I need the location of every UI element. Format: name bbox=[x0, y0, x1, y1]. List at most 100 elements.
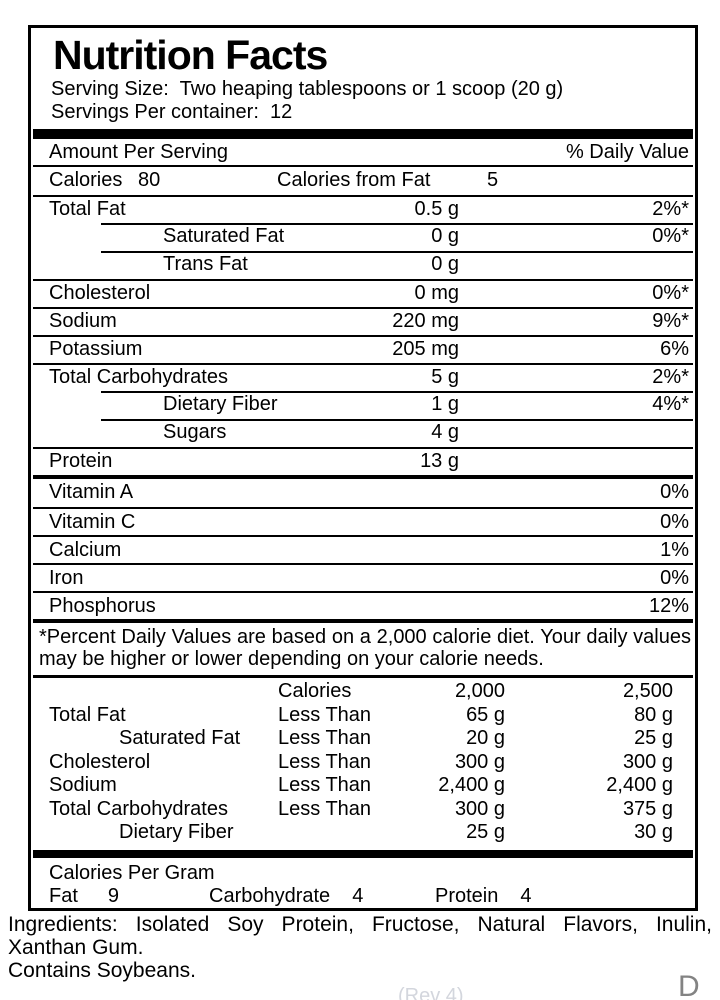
nutrient-dv: 9%* bbox=[652, 310, 689, 332]
nutrient-name: Total Fat bbox=[49, 198, 126, 220]
reference-values-table: Calories 2,000 2,500 Total Fat Less Than… bbox=[33, 678, 693, 847]
servings-per-container-line: Servings Per container: 12 bbox=[33, 101, 693, 124]
cpg-carbohydrate-label: Carbohydrate bbox=[209, 884, 331, 907]
calories-per-gram-section: Calories Per Gram Fat 9 Carbohydrate 4 Pro… bbox=[33, 858, 693, 908]
micronutrient-row-vitamin-c: Vitamin C 0% bbox=[33, 507, 693, 535]
micronutrient-dv: 1% bbox=[660, 539, 689, 561]
micronutrient-row-vitamin-a: Vitamin A 0% bbox=[33, 479, 693, 507]
nutrient-row-total-fat: Total Fat 0.5 g 2%* bbox=[33, 195, 693, 223]
reference-header-blank bbox=[49, 680, 278, 704]
nutrient-dv: 4%* bbox=[652, 393, 689, 415]
reference-header-2500: 2,500 bbox=[622, 680, 673, 702]
nutrient-dv: 0%* bbox=[652, 282, 689, 304]
nutrient-amount: 4 g bbox=[431, 421, 459, 443]
servings-per-container-value: 12 bbox=[270, 101, 293, 123]
partial-letter-artifact: D bbox=[678, 970, 700, 1000]
reference-2500-value: 30 g bbox=[634, 821, 673, 843]
reference-row-dietary-fiber: Dietary Fiber 25 g 30 g bbox=[33, 821, 693, 845]
reference-row-cholesterol: Cholesterol Less Than 300 g 300 g bbox=[33, 751, 693, 775]
reference-qualifier bbox=[278, 821, 408, 845]
reference-qualifier: Less Than bbox=[278, 750, 372, 773]
micronutrient-name: Vitamin C bbox=[49, 511, 136, 533]
divider-thick-top bbox=[33, 129, 693, 139]
nutrient-name: Trans Fat bbox=[163, 253, 248, 275]
micronutrient-dv: 0% bbox=[660, 511, 689, 533]
reference-row-total-fat: Total Fat Less Than 65 g 80 g bbox=[33, 704, 693, 728]
calories-label: Calories bbox=[49, 169, 123, 191]
cpg-fat-value: 9 bbox=[107, 884, 120, 907]
micronutrient-name: Iron bbox=[49, 567, 84, 589]
reference-header-2000: 2,000 bbox=[454, 680, 505, 702]
nutrition-facts-panel: Nutrition Facts Serving Size: Two heapin… bbox=[28, 25, 698, 911]
footnote-line-1: *Percent Daily Values are based on a 2,0… bbox=[39, 626, 691, 648]
reference-name: Sodium bbox=[49, 774, 117, 796]
cpg-carbohydrate-value: 4 bbox=[352, 884, 364, 907]
nutrient-row-total-carbohydrates: Total Carbohydrates 5 g 2%* bbox=[33, 363, 693, 391]
divider-thick-bottom bbox=[33, 849, 693, 858]
nutrient-amount: 13 g bbox=[420, 450, 459, 472]
nutrient-amount: 5 g bbox=[431, 366, 459, 388]
reference-2000-value: 300 g bbox=[454, 797, 505, 820]
micronutrient-dv: 12% bbox=[648, 595, 689, 617]
reference-2000-value: 300 g bbox=[454, 750, 505, 773]
divider-thin-after-footnote bbox=[33, 675, 693, 678]
nutrient-row-potassium: Potassium 205 mg 6% bbox=[33, 335, 693, 363]
nutrient-amount: 0 g bbox=[431, 253, 459, 275]
calories-per-gram-values: Fat 9 Carbohydrate 4 Protein 4 bbox=[49, 885, 693, 908]
nutrient-row-saturated-fat: Saturated Fat 0 g 0%* bbox=[33, 223, 693, 251]
reference-2500-value: 375 g bbox=[622, 797, 673, 820]
nutrient-amount: 0 mg bbox=[414, 282, 459, 304]
reference-header-row: Calories 2,000 2,500 bbox=[33, 680, 693, 704]
ingredients-line-2: Xanthan Gum. bbox=[8, 936, 144, 959]
nutrient-name: Cholesterol bbox=[49, 282, 151, 304]
serving-size-line: Serving Size: Two heaping tablespoons or… bbox=[33, 78, 693, 101]
divider-medium-before-footnote bbox=[33, 619, 693, 623]
reference-row-total-carbohydrates: Total Carbohydrates Less Than 300 g 375 … bbox=[33, 798, 693, 822]
nutrient-row-sodium: Sodium 220 mg 9%* bbox=[33, 307, 693, 335]
calories-row: Calories 80 Calories from Fat 5 bbox=[33, 167, 693, 195]
cpg-protein: Protein 4 bbox=[435, 885, 532, 908]
reference-name: Cholesterol bbox=[49, 750, 151, 773]
nutrient-row-sugars: Sugars 4 g bbox=[33, 419, 693, 447]
cpg-fat: Fat 9 bbox=[49, 885, 209, 908]
reference-2500-value: 25 g bbox=[634, 727, 673, 749]
calories-from-fat-label: Calories from Fat bbox=[277, 169, 431, 191]
micronutrient-row-iron: Iron 0% bbox=[33, 563, 693, 591]
micronutrient-name: Phosphorus bbox=[49, 595, 156, 617]
footnote-line-2: may be higher or lower depending on your… bbox=[39, 648, 544, 670]
reference-2000-value: 2,400 g bbox=[438, 774, 505, 796]
reference-name: Total Fat bbox=[49, 703, 126, 726]
reference-2500-value: 80 g bbox=[634, 703, 673, 726]
daily-value-header: % Daily Value bbox=[565, 141, 689, 163]
nutrient-name: Total Carbohydrates bbox=[49, 366, 228, 388]
reference-2500-value: 300 g bbox=[622, 750, 673, 773]
nutrient-amount: 205 mg bbox=[392, 338, 459, 360]
reference-qualifier: Less Than bbox=[278, 797, 372, 820]
ingredients-section: Ingredients: Isolated Soy Protein, Fruct… bbox=[8, 913, 712, 982]
label-header: Nutrition Facts Serving Size: Two heapin… bbox=[33, 28, 693, 124]
nutrient-name: Protein bbox=[49, 450, 113, 472]
calories-per-gram-title: Calories Per Gram bbox=[49, 861, 215, 884]
reference-2500-value: 2,400 g bbox=[606, 774, 673, 796]
calories-value: 80 bbox=[138, 169, 161, 191]
nutrient-row-cholesterol: Cholesterol 0 mg 0%* bbox=[33, 279, 693, 307]
serving-size-value: Two heaping tablespoons or 1 scoop (20 g… bbox=[179, 78, 564, 100]
cpg-protein-label: Protein bbox=[435, 884, 499, 907]
contains-statement: Contains Soybeans. bbox=[8, 959, 196, 982]
cpg-carbohydrate: Carbohydrate 4 bbox=[209, 885, 435, 908]
reference-name: Saturated Fat bbox=[119, 727, 241, 749]
nutrient-name: Dietary Fiber bbox=[163, 393, 278, 415]
micronutrient-dv: 0% bbox=[660, 481, 689, 503]
amount-per-serving-label: Amount Per Serving bbox=[49, 141, 228, 163]
cpg-protein-value: 4 bbox=[520, 884, 532, 907]
amount-per-serving-row: Amount Per Serving % Daily Value bbox=[33, 139, 693, 167]
reference-2000-value: 65 g bbox=[466, 703, 505, 726]
reference-name: Dietary Fiber bbox=[119, 821, 234, 843]
nutrient-row-dietary-fiber: Dietary Fiber 1 g 4%* bbox=[33, 391, 693, 419]
nutrient-row-protein: Protein 13 g bbox=[33, 447, 693, 475]
nutrient-dv: 2%* bbox=[652, 366, 689, 388]
reference-2000-value: 20 g bbox=[466, 727, 505, 749]
reference-2000-value: 25 g bbox=[466, 821, 505, 843]
nutrient-amount: 220 mg bbox=[392, 310, 459, 332]
